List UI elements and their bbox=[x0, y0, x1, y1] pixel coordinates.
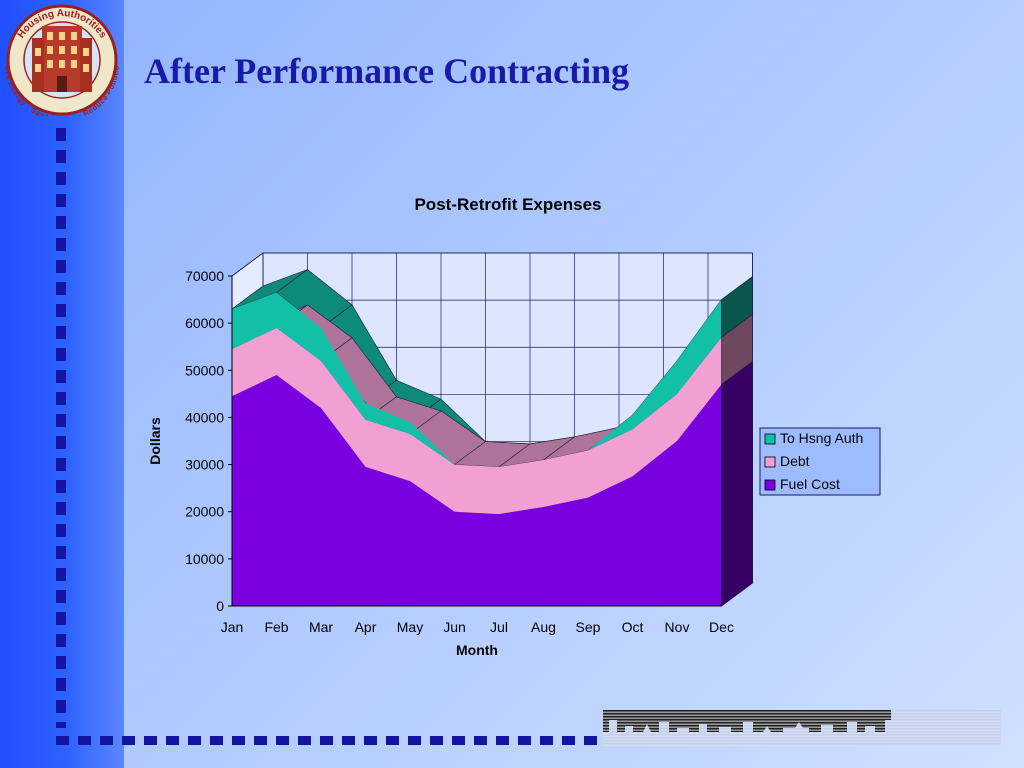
y-tick-label: 70000 bbox=[185, 268, 224, 284]
area-endcap-fuel-cost bbox=[721, 360, 753, 607]
legend-swatch bbox=[764, 479, 776, 491]
y-tick-label: 40000 bbox=[185, 409, 224, 425]
x-tick-label: Oct bbox=[622, 619, 644, 635]
x-tick-label: Dec bbox=[709, 619, 734, 635]
y-tick-label: 20000 bbox=[185, 504, 224, 520]
legend-box bbox=[759, 427, 881, 496]
y-tick-label: 50000 bbox=[185, 362, 224, 378]
x-tick-label: Jul bbox=[490, 619, 508, 635]
x-tick-label: Mar bbox=[309, 619, 333, 635]
area-series-fuel-cost bbox=[232, 375, 722, 606]
legend-label: Fuel Cost bbox=[780, 476, 840, 492]
y-tick-label: 30000 bbox=[185, 457, 224, 473]
x-tick-label: Nov bbox=[665, 619, 690, 635]
area-endcap-to-hsng-auth bbox=[721, 275, 753, 338]
x-tick-label: Feb bbox=[264, 619, 288, 635]
legend-label: Debt bbox=[780, 453, 810, 469]
vertical-dashed-border bbox=[56, 128, 66, 728]
housing-authorities-logo: Housing Authorities Save Energy · Save M… bbox=[2, 4, 121, 116]
chart-title: Post-Retrofit Expenses bbox=[414, 195, 601, 214]
x-tick-label: Jan bbox=[221, 619, 244, 635]
x-tick-label: Jun bbox=[443, 619, 466, 635]
legend-swatch bbox=[764, 433, 776, 445]
slide-title: After Performance Contracting bbox=[144, 51, 630, 91]
area-series-debt bbox=[232, 327, 722, 515]
y-tick-label: 0 bbox=[216, 598, 224, 614]
city-skyline-decoration bbox=[603, 710, 1001, 746]
horizontal-dashed-border bbox=[56, 736, 604, 745]
x-tick-label: Aug bbox=[531, 619, 556, 635]
x-axis-title: Month bbox=[456, 642, 498, 658]
x-tick-label: May bbox=[397, 619, 423, 635]
legend-swatch bbox=[764, 456, 776, 468]
y-axis-title: Dollars bbox=[147, 417, 163, 465]
x-tick-label: Sep bbox=[576, 619, 601, 635]
area-series-to-hsng-auth bbox=[232, 292, 722, 467]
y-tick-label: 10000 bbox=[185, 551, 224, 567]
legend-label: To Hsng Auth bbox=[780, 430, 863, 446]
x-tick-label: Apr bbox=[355, 619, 377, 635]
post-retrofit-expenses-chart: 0 10000 20000 30000 40000 50000 60000 70000 Jan F… bbox=[147, 195, 881, 658]
y-tick-label: 60000 bbox=[185, 315, 224, 331]
